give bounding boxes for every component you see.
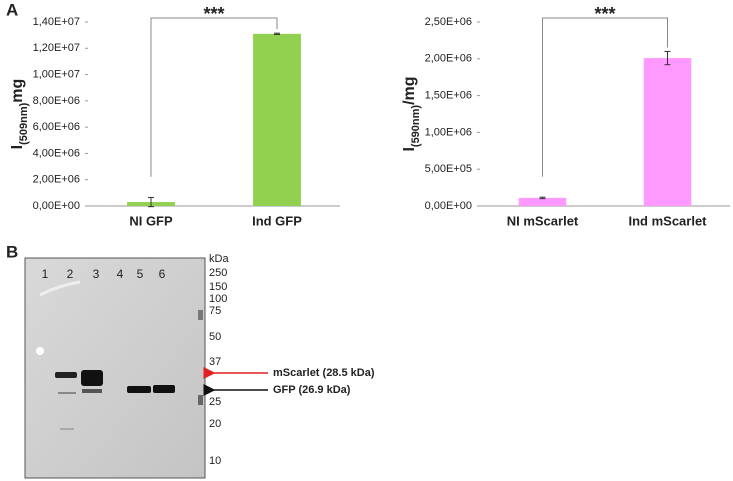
blot-membrane — [24, 257, 206, 479]
y-axis-label: I(590nm)/mg — [401, 76, 422, 151]
y-axis-label-rest: mg — [9, 79, 26, 103]
bar — [643, 58, 692, 207]
blot-band — [55, 372, 77, 378]
ladder-mark — [198, 310, 203, 320]
lane-label: 2 — [67, 267, 74, 281]
y-tick-label: 1,00E+07 — [33, 68, 80, 80]
y-axis-label-rest: /mg — [401, 76, 418, 104]
blot-band — [153, 385, 175, 393]
x-tick-label: Ind mScarlet — [628, 213, 707, 228]
marker-label: 75 — [209, 305, 221, 317]
x-tick-label: Ind GFP — [252, 213, 302, 228]
marker-label: 100 — [209, 293, 227, 305]
marker-label: 10 — [209, 455, 221, 467]
marker-unit: kDa — [209, 253, 229, 265]
y-tick-label: 8,00E+06 — [33, 95, 80, 107]
y-tick-label: 5,00E+05 — [425, 163, 472, 175]
blot-band — [81, 370, 103, 386]
ladder-mark — [198, 395, 203, 405]
y-axis-label-main: I — [9, 145, 26, 149]
x-tick-label: NI GFP — [129, 213, 173, 228]
blot-artifact — [36, 347, 44, 355]
marker-label: 25 — [209, 396, 221, 408]
y-axis-label: I(509nm)mg — [9, 79, 30, 150]
blot-band — [127, 386, 151, 393]
y-tick-label: 1,20E+07 — [33, 42, 80, 54]
y-tick-label: 2,00E+06 — [425, 53, 472, 65]
y-tick-label: 0,00E+00 — [425, 200, 472, 212]
lane-label: 4 — [117, 267, 124, 281]
y-tick-label: 4,00E+06 — [33, 147, 80, 159]
western-blot: mScarlet (28.5 kDa) GFP (26.9 kDa) kDa — [24, 253, 375, 479]
y-axis-label-sub: (509nm) — [18, 102, 30, 145]
significance-label: *** — [594, 4, 615, 24]
significance-bracket — [542, 17, 668, 177]
band-annotation: mScarlet (28.5 kDa) — [273, 367, 375, 379]
error-bar — [148, 196, 154, 208]
y-tick-label: 1,00E+06 — [425, 126, 472, 138]
significance-bracket — [150, 17, 278, 177]
panel-label: A — [6, 0, 18, 19]
error-bar — [664, 50, 671, 66]
blot-band — [82, 389, 102, 393]
panel-label: B — [6, 242, 18, 261]
blot-band — [60, 428, 74, 430]
bar — [518, 197, 567, 206]
y-tick-label: 2,50E+06 — [425, 16, 472, 28]
y-tick-label: 1,50E+06 — [425, 90, 472, 102]
lane-label: 5 — [137, 267, 144, 281]
error-bar — [539, 196, 546, 200]
marker-label: 20 — [209, 418, 221, 430]
y-axis-label-sub: (590nm) — [410, 105, 422, 148]
y-tick-label: 6,00E+06 — [33, 121, 80, 133]
x-tick-label: NI mScarlet — [507, 213, 579, 228]
lane-label: 6 — [159, 267, 166, 281]
lane-label: 1 — [42, 267, 49, 281]
lane-label: 3 — [93, 267, 100, 281]
band-annotation: GFP (26.9 kDa) — [273, 384, 351, 396]
marker-label: 150 — [209, 281, 227, 293]
significance-label: *** — [203, 4, 224, 24]
blot-artifact — [39, 280, 81, 297]
marker-label: 250 — [209, 267, 227, 279]
bar — [253, 33, 301, 207]
y-tick-label: 2,00E+06 — [33, 174, 80, 186]
y-tick-label: 0,00E+00 — [33, 200, 80, 212]
error-bar — [274, 32, 280, 35]
y-axis-label-main: I — [401, 147, 418, 151]
marker-label: 50 — [209, 331, 221, 343]
y-tick-label: 1,40E+07 — [33, 16, 80, 28]
marker-label: 37 — [209, 356, 221, 368]
blot-band — [58, 392, 76, 394]
